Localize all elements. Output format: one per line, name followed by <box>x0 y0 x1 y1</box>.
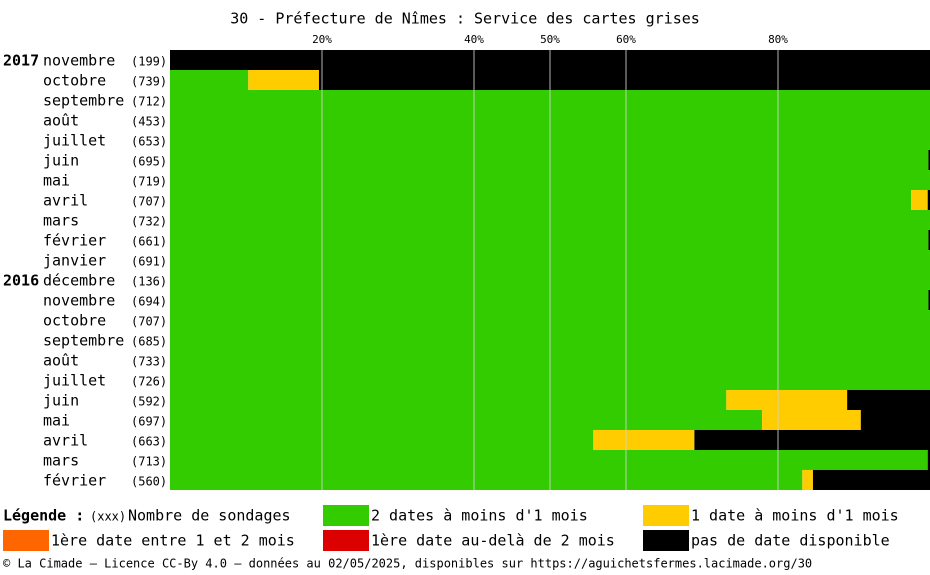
month-label: septembre <box>43 92 124 110</box>
bar-segment <box>911 190 928 210</box>
month-label: octobre <box>43 72 106 90</box>
month-label: avril <box>43 432 88 450</box>
count-label: (694) <box>131 295 167 309</box>
x-tick-label: 80% <box>768 33 788 46</box>
legend-swatch <box>643 530 689 551</box>
bar-segment <box>927 450 930 470</box>
count-label: (685) <box>131 335 167 349</box>
month-label: août <box>43 112 79 130</box>
bar-segment <box>593 430 695 450</box>
month-label: juin <box>43 392 79 410</box>
bar-segment <box>170 430 594 450</box>
month-label: janvier <box>43 252 106 270</box>
bar-segment <box>812 470 930 490</box>
bar-segment <box>248 70 319 90</box>
footer: © La Cimade — Licence CC-By 4.0 — donnée… <box>3 557 812 571</box>
month-label: décembre <box>43 272 115 290</box>
bar-segment <box>694 430 930 450</box>
x-tick-label: 60% <box>616 33 636 46</box>
bar-segment <box>726 390 848 410</box>
bar-segment <box>170 190 911 210</box>
legend-title: Légende : <box>3 507 84 525</box>
bar-segment <box>170 230 929 250</box>
count-label: (712) <box>131 95 167 109</box>
legend-swatch <box>323 505 369 526</box>
month-label: avril <box>43 192 88 210</box>
chart-title: 30 - Préfecture de Nîmes : Service des c… <box>230 10 700 28</box>
legend-count-sample: (xxx) <box>90 510 126 524</box>
legend-swatch <box>3 530 49 551</box>
count-label: (136) <box>131 275 167 289</box>
count-label: (719) <box>131 175 167 189</box>
bar-segment <box>928 290 930 310</box>
count-label: (663) <box>131 435 167 449</box>
legend-label: 1 date à moins d'1 mois <box>691 507 899 525</box>
month-label: février <box>43 472 106 490</box>
bar-segment <box>802 470 813 490</box>
legend-label: pas de date disponible <box>691 532 890 550</box>
month-label: mai <box>43 172 70 190</box>
bar-segment <box>928 230 930 250</box>
count-label: (691) <box>131 255 167 269</box>
month-label: novembre <box>43 292 115 310</box>
bar-segment <box>170 390 727 410</box>
month-label: février <box>43 232 106 250</box>
year-label: 2017 <box>3 52 39 70</box>
count-label: (592) <box>131 395 167 409</box>
bar-segment <box>762 410 861 430</box>
bar-segment <box>170 150 929 170</box>
month-label: septembre <box>43 332 124 350</box>
bar-segment <box>847 390 930 410</box>
bar-segment <box>927 190 930 210</box>
count-label: (661) <box>131 235 167 249</box>
count-label: (707) <box>131 195 167 209</box>
count-label: (726) <box>131 375 167 389</box>
bar-segment <box>170 290 929 310</box>
legend-label: 2 dates à moins d'1 mois <box>371 507 588 525</box>
month-label: mai <box>43 412 70 430</box>
count-label: (739) <box>131 75 167 89</box>
count-label: (199) <box>131 55 167 69</box>
bar-segment <box>170 410 763 430</box>
legend-swatch <box>323 530 369 551</box>
count-label: (453) <box>131 115 167 129</box>
count-label: (713) <box>131 455 167 469</box>
count-label: (560) <box>131 475 167 489</box>
bar-segment <box>928 150 930 170</box>
bar-segment <box>170 70 249 90</box>
month-label: octobre <box>43 312 106 330</box>
count-label: (653) <box>131 135 167 149</box>
legend-label: 1ère date au-delà de 2 mois <box>371 532 615 550</box>
bar-segment <box>318 70 930 90</box>
x-tick-label: 40% <box>464 33 484 46</box>
month-label: mars <box>43 452 79 470</box>
x-tick-label: 50% <box>540 33 560 46</box>
bar-segment <box>170 470 803 490</box>
bar-segment <box>170 450 928 470</box>
x-tick-label: 20% <box>312 33 332 46</box>
month-label: juillet <box>43 372 106 390</box>
count-label: (707) <box>131 315 167 329</box>
legend-swatch <box>643 505 689 526</box>
legend-label: 1ère date entre 1 et 2 mois <box>51 532 295 550</box>
count-label: (733) <box>131 355 167 369</box>
legend-count-label: Nombre de sondages <box>128 507 291 525</box>
month-label: juin <box>43 152 79 170</box>
bar-segment <box>860 410 930 430</box>
count-label: (697) <box>131 415 167 429</box>
year-label: 2016 <box>3 272 39 290</box>
month-label: août <box>43 352 79 370</box>
month-label: mars <box>43 212 79 230</box>
count-label: (695) <box>131 155 167 169</box>
month-label: novembre <box>43 52 115 70</box>
count-label: (732) <box>131 215 167 229</box>
month-label: juillet <box>43 132 106 150</box>
